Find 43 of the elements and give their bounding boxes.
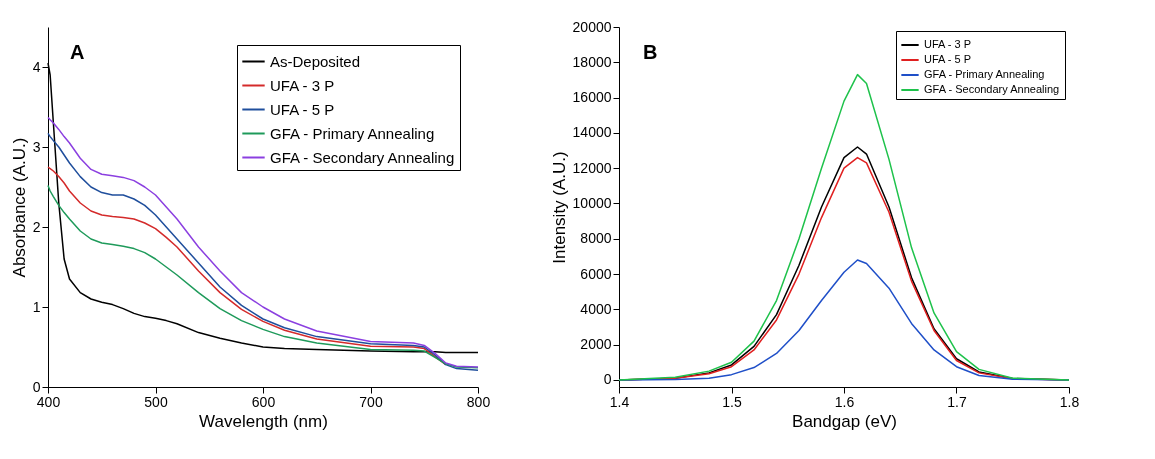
y-tick-label: 8000 bbox=[580, 230, 612, 247]
x-tick-label: 700 bbox=[359, 393, 383, 410]
y-tick-label: 14000 bbox=[572, 124, 612, 141]
y-tick-label: 2000 bbox=[580, 336, 612, 353]
y-tick-label: 6000 bbox=[580, 265, 612, 282]
x-tick-label: 800 bbox=[466, 393, 491, 410]
y-tick-label: 16000 bbox=[572, 89, 612, 106]
line-series bbox=[47, 184, 479, 369]
x-tick-label: 1.8 bbox=[1059, 393, 1080, 410]
line-series bbox=[47, 166, 447, 366]
annotation: A bbox=[70, 41, 85, 63]
y-axis-title: Absorbance (A.U.) bbox=[9, 137, 29, 278]
y-tick-label: 20000 bbox=[572, 18, 612, 35]
x-axis-title: Bandgap (eV) bbox=[792, 411, 897, 431]
legend-label: GFA - Secondary Annealing bbox=[270, 148, 455, 166]
legend-label: GFA - Primary Annealing bbox=[924, 68, 1045, 80]
y-axis-title: Intensity (A.U.) bbox=[549, 151, 569, 264]
y-tick-label: 0 bbox=[32, 378, 41, 395]
annotation: B bbox=[643, 41, 658, 63]
legend-label: As-Deposited bbox=[270, 52, 361, 70]
y-tick-label: 10000 bbox=[572, 194, 612, 211]
x-tick-label: 1.5 bbox=[722, 393, 742, 410]
legend-label: UFA - 3 P bbox=[270, 76, 335, 94]
y-tick-label: 0 bbox=[603, 371, 612, 388]
x-tick-label: 1.7 bbox=[947, 393, 967, 410]
legend-label: GFA - Primary Annealing bbox=[270, 124, 435, 142]
y-tick-label: 4000 bbox=[580, 300, 612, 317]
y-tick-label: 1 bbox=[32, 298, 41, 315]
legend-label: UFA - 3 P bbox=[924, 38, 972, 50]
legend-label: UFA - 5 P bbox=[270, 100, 335, 118]
x-tick-label: 1.4 bbox=[609, 393, 630, 410]
y-tick-label: 12000 bbox=[572, 159, 612, 176]
y-tick-label: 4 bbox=[32, 58, 41, 75]
y-tick-label: 18000 bbox=[572, 53, 612, 70]
x-tick-label: 400 bbox=[36, 393, 61, 410]
x-tick-label: 1.6 bbox=[834, 393, 855, 410]
y-tick-label: 2 bbox=[32, 218, 41, 235]
y-tick-label: 3 bbox=[32, 138, 41, 155]
x-tick-label: 600 bbox=[251, 393, 276, 410]
x-axis-title: Wavelength (nm) bbox=[199, 411, 328, 431]
legend-label: UFA - 5 P bbox=[924, 53, 972, 65]
legend-label: GFA - Secondary Annealing bbox=[924, 83, 1060, 95]
x-tick-label: 500 bbox=[144, 393, 168, 410]
